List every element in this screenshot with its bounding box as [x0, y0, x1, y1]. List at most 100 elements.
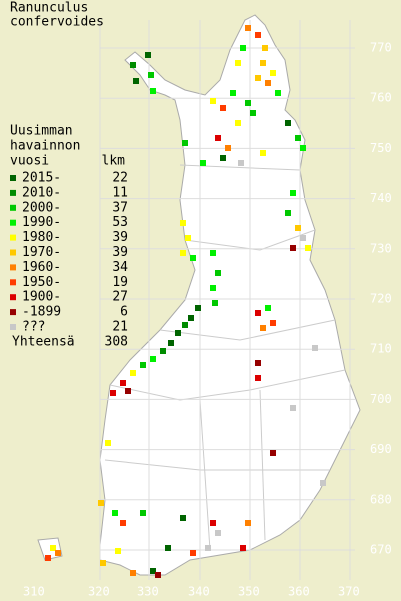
observation — [250, 110, 256, 116]
observation — [125, 388, 131, 394]
observation — [270, 70, 276, 76]
observation — [133, 78, 139, 84]
observation — [188, 315, 194, 321]
observation — [110, 390, 116, 396]
legend-label: 1900- — [22, 290, 61, 305]
legend-count-header: lkm — [102, 154, 126, 169]
legend-label: ??? — [22, 320, 45, 335]
total: 308 — [105, 335, 128, 350]
title: confervoides — [10, 15, 104, 30]
observation — [265, 305, 271, 311]
observation — [115, 548, 121, 554]
observation — [312, 345, 318, 351]
legend-count: 19 — [112, 275, 128, 290]
observation — [220, 105, 226, 111]
observation — [270, 320, 276, 326]
observation — [265, 80, 271, 86]
legend-count: 39 — [112, 245, 128, 260]
observation — [305, 245, 311, 251]
legend-count: 39 — [112, 230, 128, 245]
observation — [210, 98, 216, 104]
observation — [182, 322, 188, 328]
legend-count: 34 — [112, 260, 128, 275]
legend-count: 53 — [112, 215, 128, 230]
legend-swatch — [10, 175, 16, 181]
legend-label: 2015- — [22, 171, 61, 186]
legend-swatch — [10, 189, 16, 196]
observation — [210, 250, 216, 256]
observation — [255, 75, 261, 81]
y-label: 740 — [370, 191, 392, 205]
legend-swatch — [10, 204, 16, 211]
observation — [150, 568, 156, 574]
observation — [200, 160, 206, 166]
observation — [262, 45, 268, 51]
observation — [235, 120, 241, 126]
observation — [50, 545, 56, 551]
legend-header: Uusimman — [10, 124, 73, 139]
legend-label: 1960- — [22, 260, 61, 275]
observation — [105, 440, 111, 446]
legend-label: 2010- — [22, 185, 61, 200]
observation — [285, 210, 291, 216]
observation — [240, 45, 246, 51]
y-label: 700 — [370, 392, 392, 406]
observation — [245, 25, 251, 31]
observation — [210, 520, 216, 526]
observation — [290, 405, 296, 411]
observation — [98, 500, 104, 506]
y-label: 750 — [370, 141, 392, 155]
y-label: 680 — [370, 492, 392, 506]
observation — [190, 550, 196, 556]
observation — [182, 140, 188, 146]
y-label: 730 — [370, 241, 392, 255]
observation — [130, 62, 136, 68]
x-label: 330 — [137, 585, 159, 599]
observation — [285, 120, 291, 126]
observation — [130, 370, 136, 376]
observation — [140, 362, 146, 368]
y-label: 670 — [370, 543, 392, 557]
y-label: 770 — [370, 41, 392, 55]
observation — [270, 450, 276, 456]
observation — [175, 330, 181, 336]
x-label: 360 — [288, 585, 310, 599]
observation — [220, 155, 226, 161]
observation — [212, 300, 218, 306]
observation — [255, 375, 261, 381]
observation — [245, 100, 251, 106]
legend-swatch — [10, 294, 16, 301]
observation — [260, 325, 266, 331]
legend-swatch — [10, 234, 16, 241]
y-label: 690 — [370, 442, 392, 456]
observation — [100, 560, 106, 566]
observation — [215, 135, 221, 141]
legend-header: havainnon — [10, 139, 80, 154]
observation — [225, 145, 231, 151]
x-label: 370 — [338, 585, 360, 599]
observation — [130, 570, 136, 576]
observation — [150, 356, 156, 362]
observation — [140, 510, 146, 516]
legend-count: 27 — [112, 290, 128, 305]
observation — [160, 348, 166, 354]
legend-swatch — [10, 249, 16, 256]
legend-swatch — [10, 264, 16, 271]
observation — [290, 245, 296, 251]
observation — [245, 520, 251, 526]
observation — [255, 32, 261, 38]
observation — [120, 380, 126, 386]
observation — [180, 515, 186, 521]
observation — [290, 190, 296, 196]
observation — [112, 510, 118, 516]
observation — [295, 225, 301, 231]
title: Ranunculus — [10, 1, 88, 16]
legend-label: 1980- — [22, 230, 61, 245]
legend-count: 37 — [112, 200, 128, 215]
observation — [45, 555, 51, 561]
observation — [168, 340, 174, 346]
total-label: Yhteensä — [12, 335, 75, 350]
x-label: 350 — [238, 585, 260, 599]
observation — [230, 90, 236, 96]
observation — [165, 545, 171, 551]
